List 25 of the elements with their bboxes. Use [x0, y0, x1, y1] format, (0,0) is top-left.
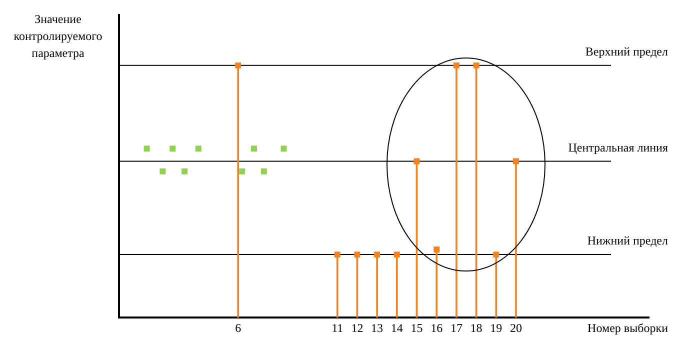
ref-line-label: Нижний предел — [587, 234, 668, 248]
x-tick-label: 17 — [450, 320, 462, 335]
point — [195, 146, 202, 152]
point — [260, 168, 267, 174]
x-tick-label: 19 — [490, 320, 502, 335]
x-tick-label: 20 — [510, 320, 522, 335]
point — [170, 146, 176, 152]
x-tick-label: 12 — [351, 320, 364, 335]
x-tick-label: 14 — [390, 320, 403, 335]
x-tick-label: 16 — [430, 320, 443, 335]
x-tick-label: 18 — [470, 320, 482, 335]
x-tick-label: 6 — [235, 320, 242, 335]
point — [160, 168, 166, 174]
point — [144, 146, 150, 152]
ref-line-label: Верхний предел — [585, 44, 668, 59]
x-tick-label: 11 — [332, 320, 344, 335]
point — [239, 168, 246, 174]
y-axis-title: Значение контролируемого параметра — [14, 12, 102, 60]
x-axis-title: Номер выборки — [588, 320, 669, 335]
point — [280, 146, 287, 152]
point — [251, 146, 257, 152]
x-tick-label: 13 — [371, 320, 384, 335]
point — [182, 168, 188, 174]
x-tick-label: 15 — [410, 320, 423, 335]
ref-line-label: Центральная линия — [568, 140, 668, 154]
